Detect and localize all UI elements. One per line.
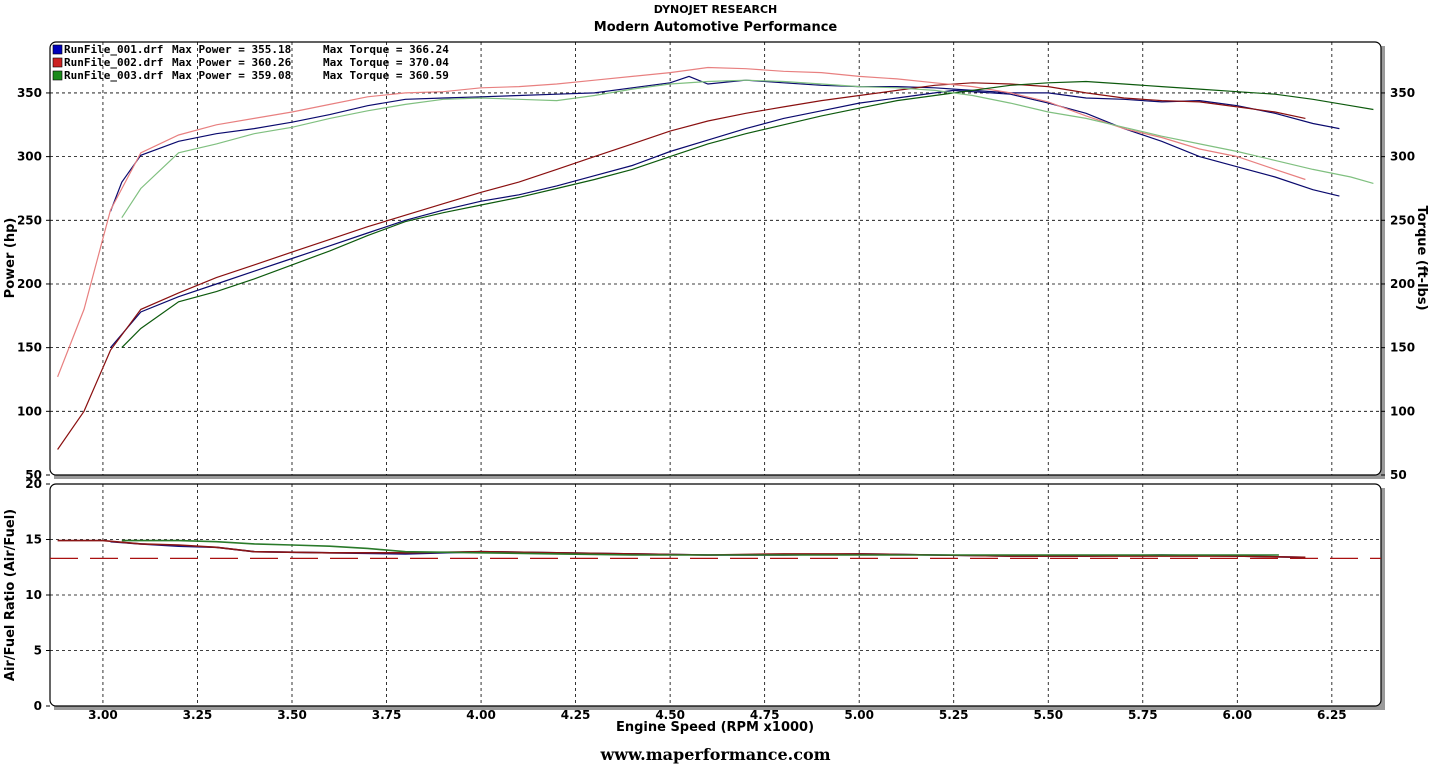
x-ticks: 3.00 3.25 3.50 3.75 4.00 4.25 4.50 4.75 5.00 5.25…: [88, 708, 1347, 722]
bottom-y-tick-label: 15: [25, 533, 42, 547]
bottom-y-tick-label: 10: [25, 588, 42, 602]
top-y-tick-label: 200: [17, 277, 42, 291]
x-tick-label: 5.50: [1033, 708, 1063, 722]
chart-header-shop: Modern Automotive Performance: [593, 20, 838, 35]
x-tick-label: 5.25: [939, 708, 969, 722]
top-y2-tick-label: 200: [1390, 277, 1415, 291]
legend-file: RunFile_002.drf: [64, 56, 163, 69]
bottom-y-tick-label: 0: [34, 699, 42, 713]
legend-max-power: Max Power = 359.08: [172, 69, 291, 82]
top-y2-tick-label: 250: [1390, 213, 1415, 227]
top-y2-tick-label: 350: [1390, 86, 1415, 100]
legend-max-power: Max Power = 360.26: [172, 56, 292, 69]
legend-swatch: [52, 70, 63, 81]
bottom-y-ticks: 0 5 10 15 20: [25, 477, 50, 713]
air-fuel-panel: 0 5 10 15 20 3.00 3.25 3.50 3.75 4.00 4.25 4.50 4.7…: [25, 477, 1385, 722]
legend-file: RunFile_003.drf: [64, 69, 163, 82]
x-tick-label: 3.50: [277, 708, 307, 722]
footer-url: www.maperformance.com: [600, 745, 831, 764]
top-y-tick-label: 100: [17, 404, 42, 418]
air-fuel-series-3-line: [121, 539, 1279, 556]
top-panel-frame: [49, 41, 1382, 476]
series-6-torque-line: [121, 79, 1374, 219]
top-y2-tick-label: 300: [1390, 150, 1415, 164]
x-tick-label: 4.25: [561, 708, 591, 722]
legend-max-torque: Max Torque = 366.24: [323, 43, 449, 56]
top-y2-tick-label: 50: [1390, 468, 1407, 482]
bottom-series-lines: [50, 539, 1381, 559]
x-tick-label: 5.75: [1128, 708, 1158, 722]
top-grid: [50, 42, 1381, 475]
legend-file: RunFile_001.drf: [64, 43, 163, 56]
legend: RunFile_001.drf Max Power = 355.18 Max Tor…: [52, 43, 449, 82]
legend-max-power: Max Power = 355.18: [172, 43, 291, 56]
top-y-tick-label: 250: [17, 213, 42, 227]
legend-max-torque: Max Torque = 360.59: [323, 69, 449, 82]
top-y2-ticks: 50 100 150 200 250 300 350: [1381, 86, 1415, 482]
x-tick-label: 3.75: [372, 708, 402, 722]
top-y-tick-label: 50: [25, 468, 42, 482]
x-axis-label: Engine Speed (RPM x1000): [616, 720, 814, 735]
x-tick-label: 4.00: [466, 708, 496, 722]
top-series-lines: [57, 66, 1374, 450]
power-torque-panel: 50 100 150 200 250 300 350 50 100 150 200 250 300 35…: [17, 41, 1415, 482]
x-tick-label: 4.50: [655, 708, 685, 722]
y-axis-label-air-fuel: Air/Fuel Ratio (Air/Fuel): [3, 509, 18, 681]
series-5-power-line: [121, 80, 1374, 349]
series-1-power-line: [110, 89, 1340, 348]
x-tick-label: 6.00: [1223, 708, 1253, 722]
bottom-y-tick-label: 5: [34, 644, 42, 658]
x-tick-label: 6.25: [1317, 708, 1347, 722]
chart-header-company: DYNOJET RESEARCH: [653, 3, 778, 16]
top-y2-tick-label: 150: [1390, 341, 1415, 355]
bottom-grid: [50, 484, 1381, 706]
y-axis-label-torque: Torque (ft-lbs): [1414, 205, 1429, 310]
series-2-torque-line: [109, 75, 1340, 212]
series-3-power-line: [57, 82, 1306, 450]
x-tick-label: 4.75: [750, 708, 780, 722]
x-tick-label: 3.25: [183, 708, 213, 722]
legend-swatch: [52, 44, 63, 55]
air-fuel-series-2-line: [57, 539, 1306, 559]
legend-swatch: [52, 57, 63, 68]
x-tick-label: 5.00: [844, 708, 874, 722]
top-y-tick-label: 300: [17, 150, 42, 164]
top-y-tick-label: 150: [17, 341, 42, 355]
top-y2-tick-label: 100: [1390, 404, 1415, 418]
x-tick-label: 3.00: [88, 708, 118, 722]
bottom-y-tick-label: 20: [25, 477, 42, 491]
y-axis-label-power: Power (hp): [3, 218, 18, 299]
top-y-tick-label: 350: [17, 86, 42, 100]
legend-max-torque: Max Torque = 370.04: [323, 56, 449, 69]
series-4-torque-line: [57, 66, 1306, 378]
top-y-ticks: 50 100 150 200 250 300 350: [17, 86, 50, 482]
